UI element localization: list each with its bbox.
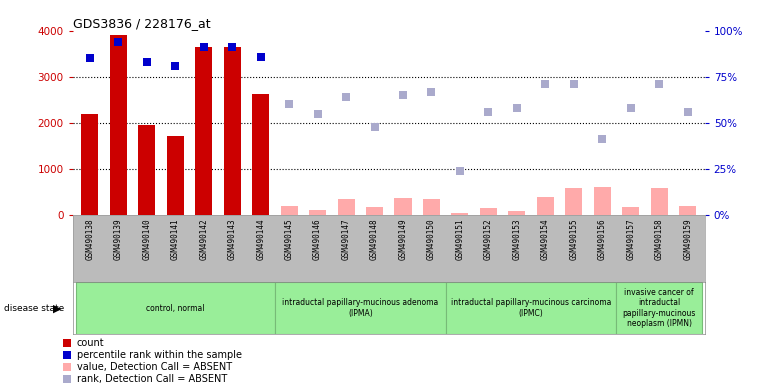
Text: GSM490140: GSM490140 (142, 218, 151, 260)
Text: percentile rank within the sample: percentile rank within the sample (77, 350, 242, 360)
Text: GSM490156: GSM490156 (597, 218, 607, 260)
Bar (622, 207, 640, 215)
Bar (423, 199, 440, 215)
Text: GSM490154: GSM490154 (541, 218, 550, 260)
Point (198, 44, 210, 50)
Text: control, normal: control, normal (146, 304, 205, 313)
Text: value, Detection Call = ABSENT: value, Detection Call = ABSENT (77, 362, 232, 372)
Bar (617, 282, 702, 334)
Bar (565, 188, 582, 215)
Bar (451, 213, 469, 215)
Point (463, 202, 476, 208)
Bar (509, 211, 525, 215)
Text: GSM490147: GSM490147 (342, 218, 351, 260)
Bar (309, 210, 326, 215)
Bar (167, 136, 184, 215)
Point (463, 93, 476, 99)
Bar (366, 207, 383, 215)
Text: disease state: disease state (4, 304, 64, 313)
Text: GSM490145: GSM490145 (285, 218, 293, 260)
Text: GSM490138: GSM490138 (85, 218, 94, 260)
Point (653, 81, 666, 87)
Bar (81, 114, 98, 215)
Point (368, 124, 381, 130)
Point (226, 44, 238, 50)
Point (539, 81, 552, 87)
Text: GSM490158: GSM490158 (655, 218, 663, 260)
Bar (138, 125, 155, 215)
Point (169, 63, 182, 69)
Text: GSM490139: GSM490139 (114, 218, 123, 260)
Bar (110, 35, 127, 215)
Text: GDS3836 / 228176_at: GDS3836 / 228176_at (73, 17, 211, 30)
Text: GSM490148: GSM490148 (370, 218, 379, 260)
Text: intraductal papillary-mucinous adenoma
(IPMA): intraductal papillary-mucinous adenoma (… (282, 298, 438, 318)
Point (340, 94, 352, 100)
Bar (275, 282, 446, 334)
Point (254, 53, 267, 60)
Point (568, 81, 580, 87)
Bar (650, 188, 668, 215)
Bar (280, 206, 298, 215)
Point (312, 111, 324, 117)
Text: count: count (77, 338, 104, 348)
Text: GSM490157: GSM490157 (627, 218, 635, 260)
Point (682, 109, 694, 115)
Text: GSM490143: GSM490143 (228, 218, 237, 260)
Point (624, 105, 637, 111)
Text: GSM490153: GSM490153 (512, 218, 522, 260)
Text: GSM490144: GSM490144 (256, 218, 265, 260)
Bar (446, 282, 617, 334)
Point (453, 168, 466, 174)
Bar (224, 47, 241, 215)
Point (283, 101, 295, 108)
Text: GSM490149: GSM490149 (398, 218, 408, 260)
Bar (480, 208, 497, 215)
Point (483, 109, 495, 115)
Text: invasive cancer of
intraductal
papillary-mucinous
neoplasm (IPMN): invasive cancer of intraductal papillary… (623, 288, 696, 328)
Text: GSM490151: GSM490151 (456, 218, 464, 260)
Bar (76, 282, 275, 334)
Point (141, 59, 153, 65)
Bar (394, 197, 411, 215)
Text: rank, Detection Call = ABSENT: rank, Detection Call = ABSENT (77, 374, 227, 384)
Text: GSM490150: GSM490150 (427, 218, 436, 260)
Text: GSM490159: GSM490159 (683, 218, 692, 260)
Point (511, 105, 523, 111)
Bar (338, 199, 355, 215)
Point (596, 136, 608, 142)
Bar (195, 47, 212, 215)
Bar (594, 187, 611, 215)
Point (425, 88, 437, 94)
Text: intraductal papillary-mucinous carcinoma
(IPMC): intraductal papillary-mucinous carcinoma… (451, 298, 611, 318)
Point (112, 39, 124, 45)
Point (83, 55, 96, 61)
Bar (537, 197, 554, 215)
Text: GSM490146: GSM490146 (313, 218, 322, 260)
Text: GSM490152: GSM490152 (484, 218, 493, 260)
Text: GSM490142: GSM490142 (199, 218, 208, 260)
Bar (679, 206, 696, 215)
Point (397, 92, 409, 98)
Text: GSM490141: GSM490141 (171, 218, 180, 260)
Point (463, 311, 476, 317)
Text: GSM490155: GSM490155 (569, 218, 578, 260)
Text: ▶: ▶ (53, 303, 62, 313)
Bar (252, 94, 269, 215)
